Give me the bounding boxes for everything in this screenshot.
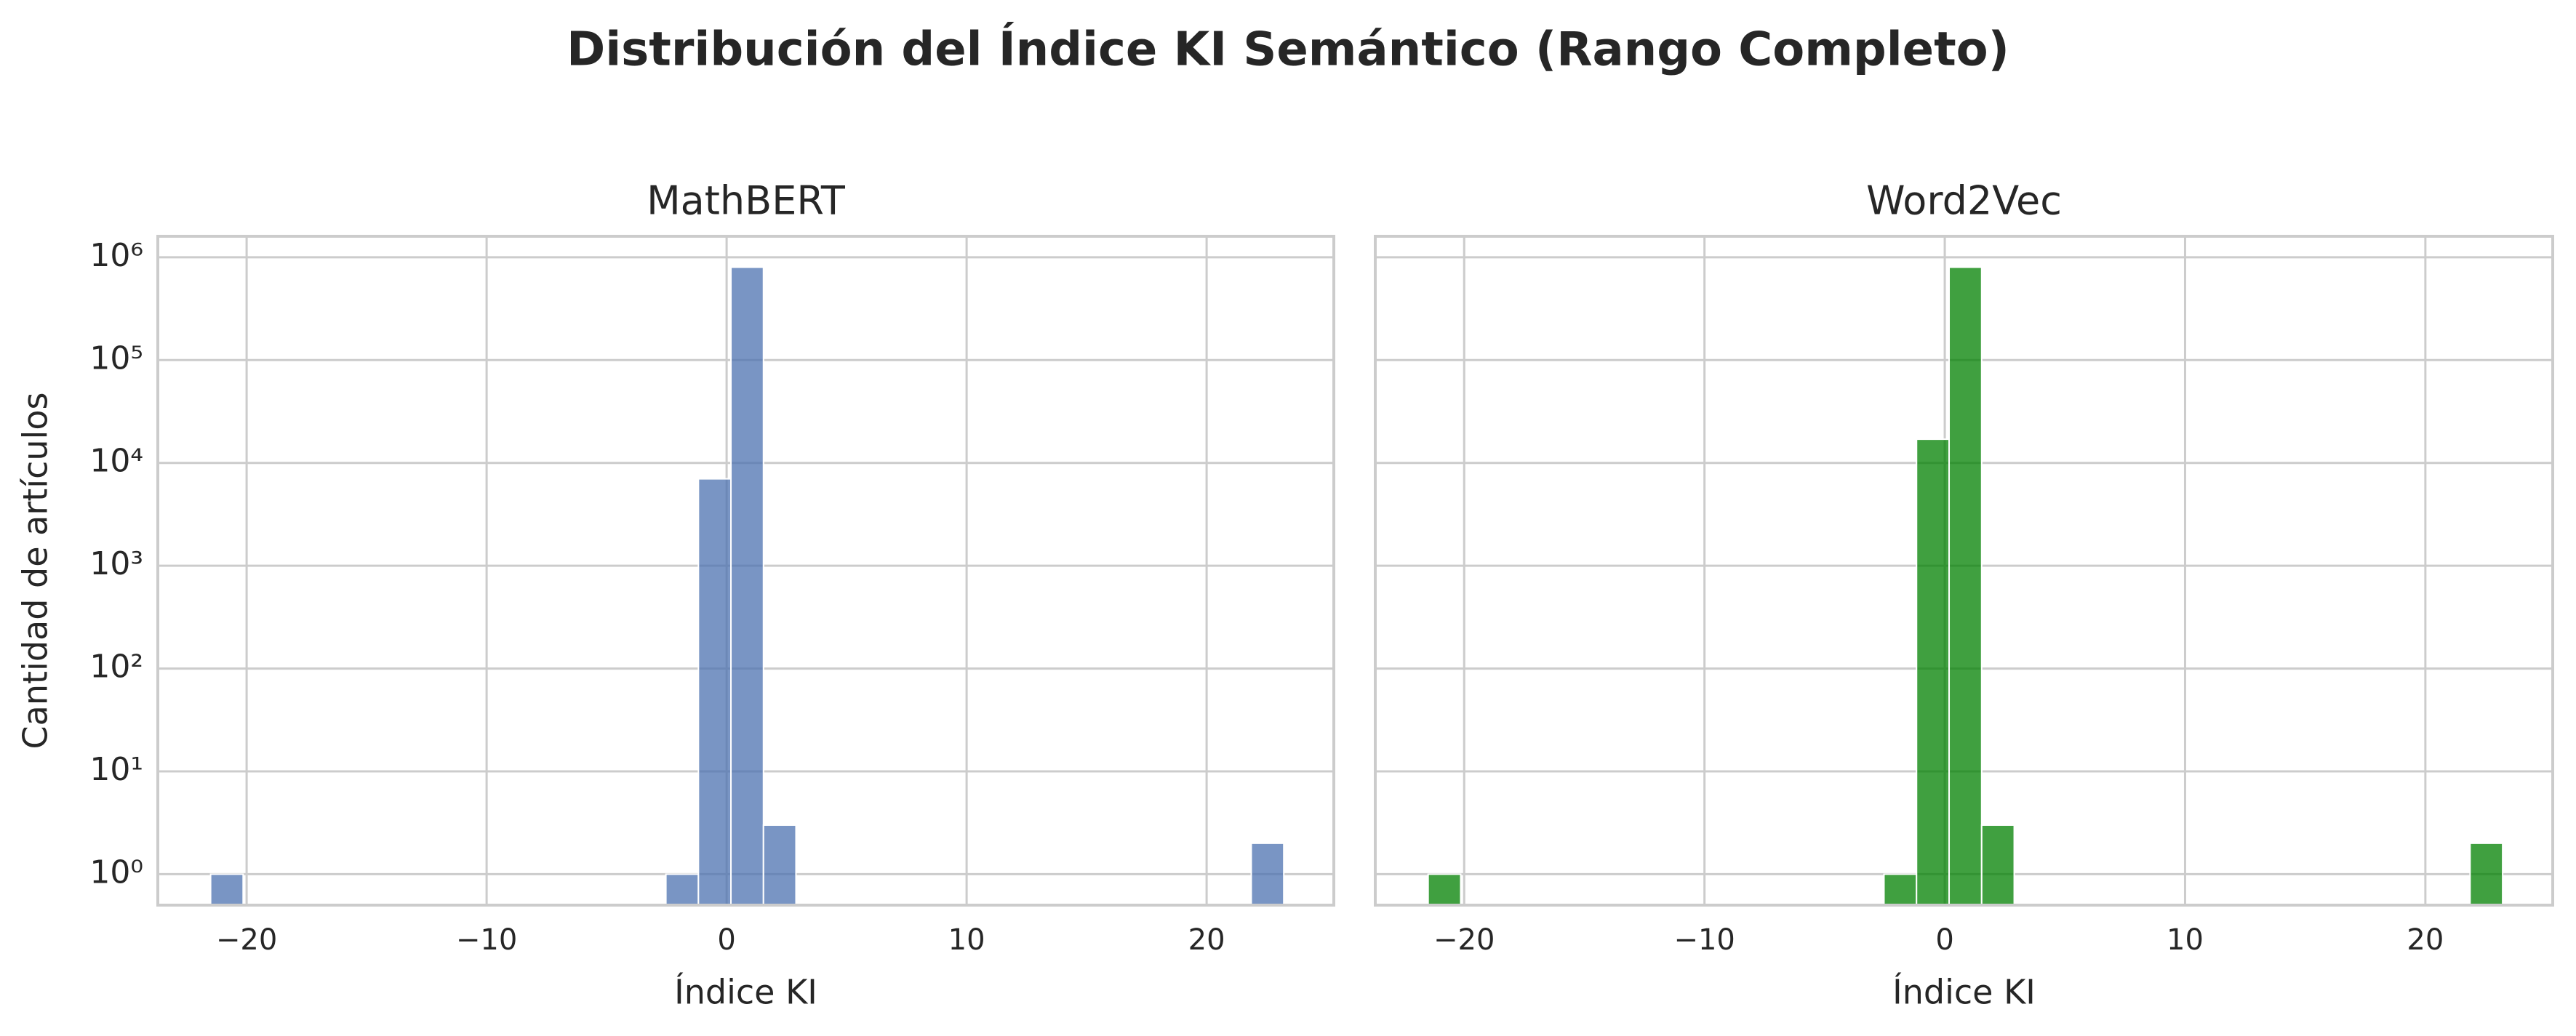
bar bbox=[697, 478, 732, 906]
subplot-title: Word2Vec bbox=[1866, 178, 2062, 224]
x-axis-label: Índice KI bbox=[674, 973, 817, 1012]
x-tick-label: −20 bbox=[1433, 923, 1495, 957]
bar bbox=[1427, 873, 1462, 906]
y-axis-label: Cantidad de artículos bbox=[16, 393, 55, 750]
plot-frame bbox=[1374, 235, 2554, 907]
y-tick-label: 10⁶ bbox=[89, 237, 143, 274]
x-tick-label: −10 bbox=[456, 923, 517, 957]
x-tick-label: −20 bbox=[216, 923, 277, 957]
y-tick-label: 10⁰ bbox=[89, 854, 143, 891]
bar bbox=[1980, 824, 2015, 906]
x-tick-label: 10 bbox=[2167, 923, 2204, 957]
y-tick-label: 10¹ bbox=[89, 751, 143, 788]
bar bbox=[209, 873, 244, 906]
plot-frame bbox=[156, 235, 1335, 907]
x-axis-label: Índice KI bbox=[1892, 973, 2036, 1012]
y-tick-label: 10² bbox=[89, 648, 143, 686]
y-tick-label: 10⁵ bbox=[89, 340, 143, 377]
subplot-title: MathBERT bbox=[647, 178, 846, 224]
bar bbox=[2469, 842, 2504, 906]
figure-title: Distribución del Índice KI Semántico (Ra… bbox=[567, 22, 2009, 77]
bar bbox=[665, 873, 700, 906]
bar bbox=[1916, 438, 1951, 906]
y-tick-label: 10³ bbox=[89, 545, 143, 582]
x-tick-label: 10 bbox=[948, 923, 985, 957]
x-tick-label: 20 bbox=[1188, 923, 1225, 957]
x-tick-label: 0 bbox=[717, 923, 735, 957]
bar bbox=[762, 824, 797, 906]
x-tick-label: −10 bbox=[1673, 923, 1735, 957]
x-tick-label: 20 bbox=[2407, 923, 2444, 957]
bar bbox=[730, 266, 764, 906]
bar bbox=[1883, 873, 1918, 906]
bar bbox=[1250, 842, 1285, 906]
y-tick-label: 10⁴ bbox=[89, 443, 143, 480]
bar bbox=[1948, 266, 1983, 906]
x-tick-label: 0 bbox=[1935, 923, 1953, 957]
